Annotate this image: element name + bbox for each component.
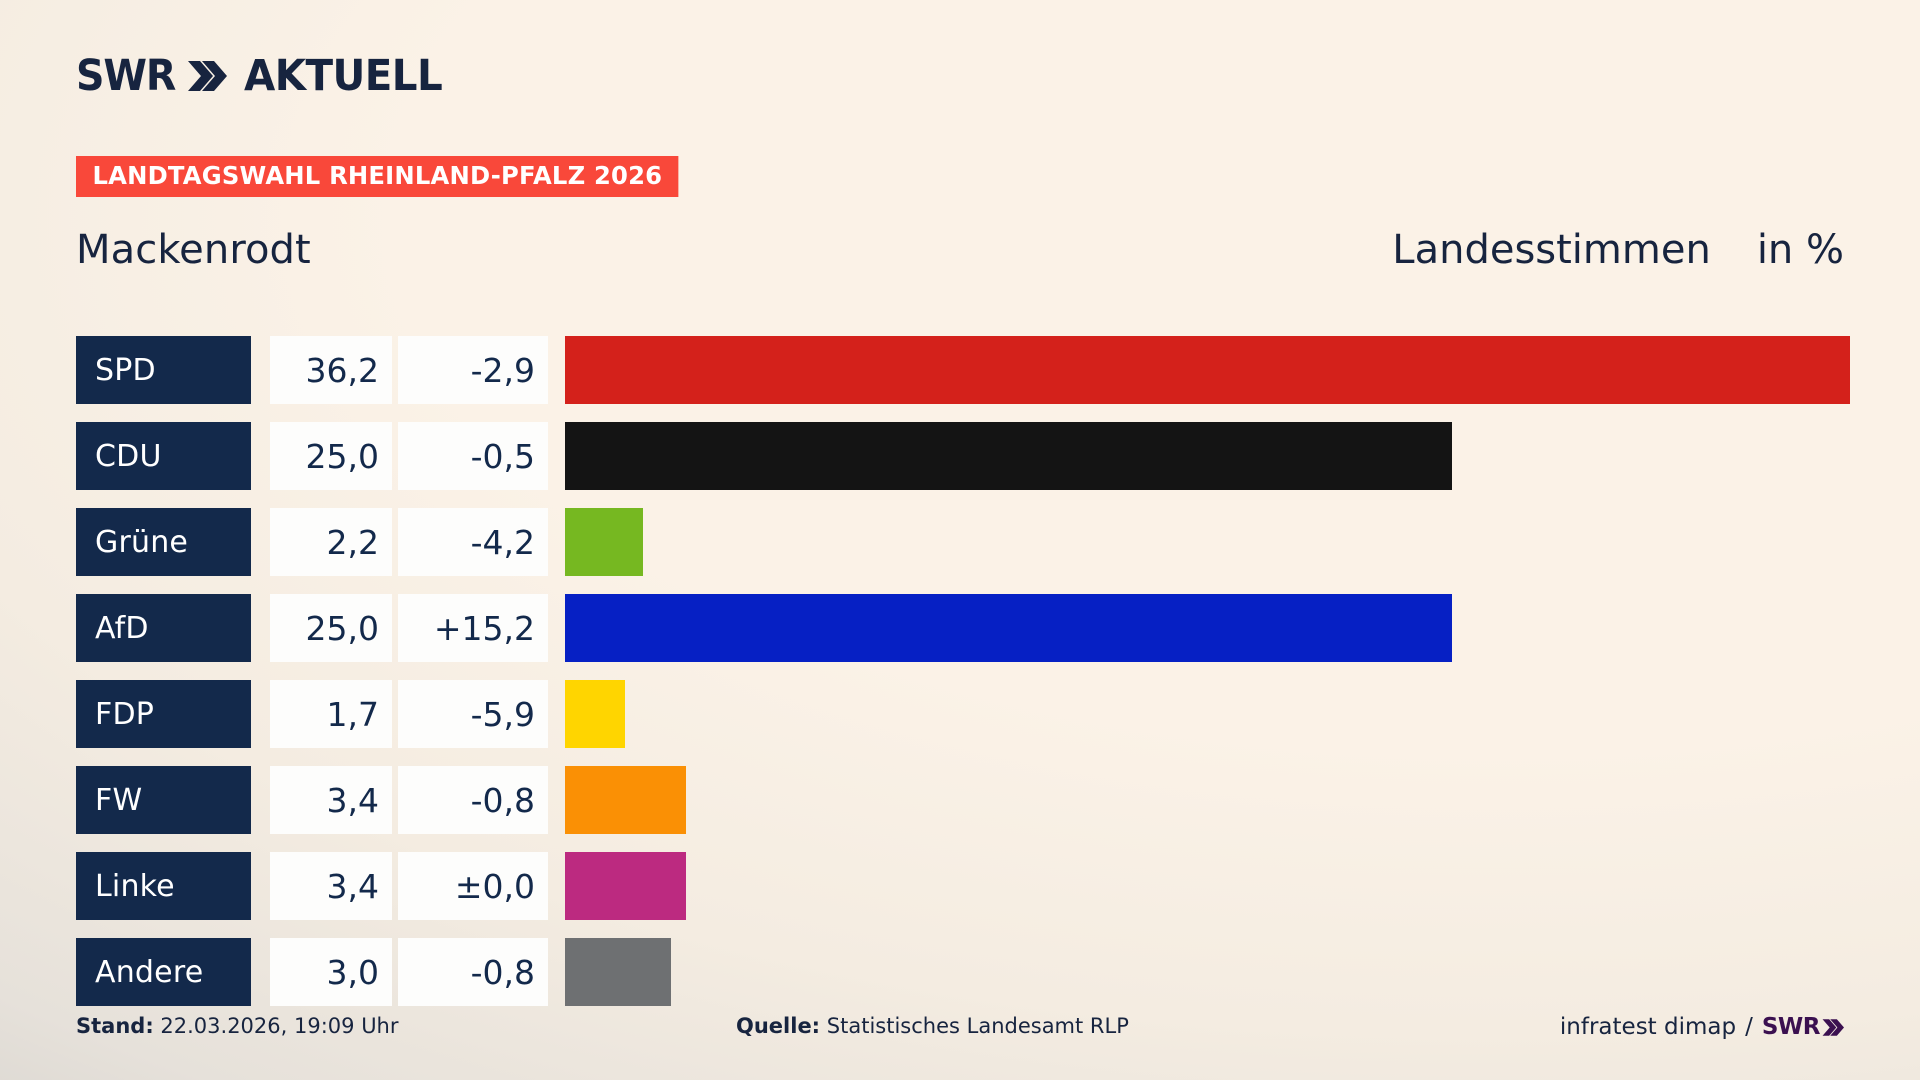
party-share-cell: 1,7 <box>270 680 392 748</box>
swr-aktuell-logo: SWR AKTUELL <box>76 50 455 102</box>
party-share-cell: 3,4 <box>270 766 392 834</box>
party-change-cell: -0,5 <box>398 422 548 490</box>
bar-track <box>565 422 1844 490</box>
party-label-cell: Andere <box>76 938 251 1006</box>
party-label-cell: Grüne <box>76 508 251 576</box>
party-change-cell: ±0,0 <box>398 852 548 920</box>
double-chevron-right-icon <box>187 59 227 93</box>
party-bar <box>565 852 686 920</box>
chart-row: FDP 1,7 -5,9 <box>76 680 1844 748</box>
source: Quelle: Statistisches Landesamt RLP <box>736 1014 1129 1038</box>
party-bar <box>565 938 672 1006</box>
bar-track <box>565 508 1844 576</box>
party-label-cell: FDP <box>76 680 251 748</box>
bar-track <box>565 680 1844 748</box>
party-share-cell: 25,0 <box>270 422 392 490</box>
aktuell-wordmark: AKTUELL <box>243 50 443 101</box>
party-share-cell: 25,0 <box>270 594 392 662</box>
municipality-name: Mackenrodt <box>76 227 311 273</box>
party-label-cell: CDU <box>76 422 251 490</box>
party-share-cell: 2,2 <box>270 508 392 576</box>
chart-row: AfD 25,0 +15,2 <box>76 594 1844 662</box>
chart-row: CDU 25,0 -0,5 <box>76 422 1844 490</box>
party-share-cell: 3,0 <box>270 938 392 1006</box>
party-label-cell: SPD <box>76 336 251 404</box>
source-value: Statistisches Landesamt RLP <box>826 1014 1129 1038</box>
source-label: Quelle: <box>736 1014 821 1038</box>
party-change-cell: -4,2 <box>398 508 548 576</box>
timestamp-label: Stand: <box>76 1014 154 1038</box>
timestamp-value: 22.03.2026, 19:09 Uhr <box>160 1014 399 1038</box>
subheader: Mackenrodt Landesstimmen in % <box>76 222 1844 278</box>
unit-label: in % <box>1756 227 1844 273</box>
party-bar <box>565 508 644 576</box>
double-chevron-right-icon <box>1822 1018 1844 1037</box>
party-change-cell: -5,9 <box>398 680 548 748</box>
party-share-cell: 3,4 <box>270 852 392 920</box>
results-bar-chart: SPD 36,2 -2,9 CDU 25,0 -0,5 Grüne 2,2 -4,2 AfD 25,… <box>76 336 1850 1006</box>
bar-track <box>565 852 1844 920</box>
footer: Stand: 22.03.2026, 19:09 Uhr Quelle: Sta… <box>76 1014 1844 1044</box>
party-change-cell: -2,9 <box>398 336 548 404</box>
bar-track <box>565 336 1850 404</box>
chart-row: FW 3,4 -0,8 <box>76 766 1844 834</box>
vote-type-label: Landesstimmen <box>1392 227 1711 273</box>
chart-row: Grüne 2,2 -4,2 <box>76 508 1844 576</box>
party-bar <box>565 594 1453 662</box>
party-label-cell: Linke <box>76 852 251 920</box>
credit: infratest dimap / SWR <box>1560 1014 1844 1040</box>
party-bar <box>565 766 686 834</box>
party-change-cell: +15,2 <box>398 594 548 662</box>
party-change-cell: -0,8 <box>398 766 548 834</box>
credit-broadcaster-text: SWR <box>1761 1014 1821 1040</box>
chart-row: Linke 3,4 ±0,0 <box>76 852 1844 920</box>
party-share-cell: 36,2 <box>270 336 392 404</box>
election-banner: LANDTAGSWAHL RHEINLAND-PFALZ 2026 <box>76 156 679 197</box>
party-bar <box>565 422 1453 490</box>
bar-track <box>565 594 1844 662</box>
timestamp: Stand: 22.03.2026, 19:09 Uhr <box>76 1014 399 1038</box>
party-label-cell: FW <box>76 766 251 834</box>
party-bar <box>565 680 626 748</box>
chart-row: Andere 3,0 -0,8 <box>76 938 1844 1006</box>
chart-row: SPD 36,2 -2,9 <box>76 336 1850 404</box>
credit-broadcaster: SWR <box>1762 1014 1844 1040</box>
credit-agency: infratest dimap <box>1559 1014 1737 1040</box>
credit-separator: / <box>1745 1014 1753 1040</box>
party-label-cell: AfD <box>76 594 251 662</box>
bar-track <box>565 766 1844 834</box>
swr-wordmark: SWR <box>76 50 176 101</box>
bar-track <box>565 938 1844 1006</box>
party-change-cell: -0,8 <box>398 938 548 1006</box>
party-bar <box>565 336 1850 404</box>
